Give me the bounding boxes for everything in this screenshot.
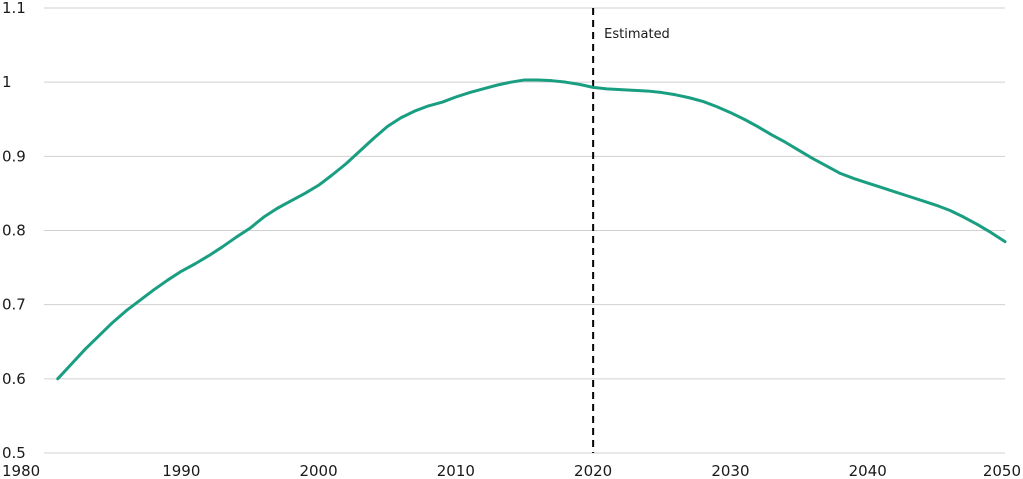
- x-tick-label: 2050: [983, 462, 1021, 479]
- y-tick-label: 0.9: [2, 147, 26, 165]
- x-tick-label: 1980: [2, 462, 40, 479]
- y-tick-labels: 0.5 0.6 0.7 0.8 0.9 1 1.1: [2, 0, 26, 462]
- y-tick-label: 0.7: [2, 296, 26, 314]
- x-tick-labels: 1980 1990 2000 2010 2020 2030 2040 2050: [2, 462, 1021, 479]
- gridlines: [44, 7, 1005, 454]
- y-tick-label: 0.8: [2, 222, 26, 240]
- y-tick-label: 0.6: [2, 370, 26, 388]
- y-tick-label: 1.1: [2, 0, 26, 17]
- series-line: [56, 78, 1007, 381]
- x-tick-label: 1990: [162, 462, 200, 479]
- estimated-label: Estimated: [604, 27, 670, 42]
- series: [56, 78, 1007, 381]
- x-tick-label: 2030: [711, 462, 749, 479]
- x-tick-label: 2040: [849, 462, 887, 479]
- y-tick-label: 1: [2, 73, 12, 91]
- x-tick-label: 2020: [574, 462, 612, 479]
- x-tick-label: 2010: [437, 462, 475, 479]
- x-tick-label: 2000: [299, 462, 337, 479]
- y-tick-label: 0.5: [2, 444, 26, 462]
- annotations: Estimated: [592, 8, 670, 453]
